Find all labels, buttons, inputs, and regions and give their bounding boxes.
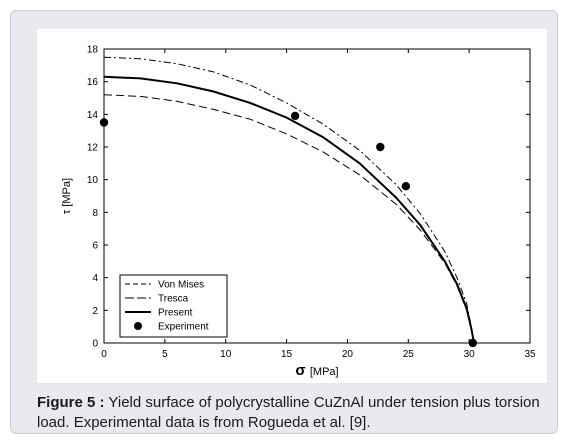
y-tick-label: 6	[92, 241, 98, 252]
plot-card: 0 5 10 15 20 25 30 35 0 2 4 6 8 10 12 14 16 18 σ [MPa] τ [M…	[37, 29, 547, 383]
legend-label: Von Mises	[158, 280, 204, 291]
series-experiment-point	[376, 142, 385, 152]
legend-experiment-marker	[134, 322, 142, 330]
y-tick-label: 16	[87, 77, 99, 88]
x-tick-label: 20	[342, 349, 354, 360]
y-tick-label: 4	[92, 273, 98, 284]
x-tick-label: 15	[281, 349, 293, 360]
x-tick-label: 25	[403, 349, 415, 360]
plot-frame	[103, 48, 531, 344]
x-tick-label: 35	[524, 349, 536, 360]
series-experiment-point	[290, 111, 300, 121]
y-tick-label: 18	[87, 45, 99, 56]
x-tick-label: 0	[101, 349, 107, 360]
chart: 0 5 10 15 20 25 30 35 0 2 4 6 8 10 12 14 16 18 σ [MPa] τ [M…	[61, 45, 536, 380]
caption-label: Figure 5 :	[37, 394, 105, 411]
y-tick-label: 2	[92, 306, 98, 317]
y-axis-label: τ [MPa]	[61, 178, 73, 214]
series-experiment-point	[99, 118, 109, 127]
caption-text: Yield surface of polycrystalline CuZnAl …	[37, 394, 540, 431]
y-tick-label: 12	[87, 143, 99, 154]
series-experiment-point	[468, 338, 477, 348]
series-experiment-point	[401, 182, 411, 191]
series-present-line	[103, 75, 475, 344]
legend-label: Present	[158, 308, 193, 319]
y-tick-label: 10	[87, 175, 99, 186]
x-tick-label: 5	[162, 349, 168, 360]
y-tick-label: 0	[92, 339, 98, 350]
x-tick-label: 30	[464, 349, 476, 360]
figure-panel: 0 5 10 15 20 25 30 35 0 2 4 6 8 10 12 14 16 18 σ [MPa] τ [M…	[10, 10, 558, 434]
y-tick-label: 14	[87, 110, 99, 121]
x-axis-label: σ [MPa]	[295, 362, 338, 379]
legend-label: Experiment	[158, 322, 209, 333]
legend-label: Tresca	[158, 294, 189, 305]
figure-caption: Figure 5 : Yield surface of polycrystall…	[37, 393, 547, 433]
y-tick-label: 8	[92, 208, 98, 219]
series-von-mises-line	[103, 56, 475, 344]
x-tick-label: 10	[220, 349, 232, 360]
